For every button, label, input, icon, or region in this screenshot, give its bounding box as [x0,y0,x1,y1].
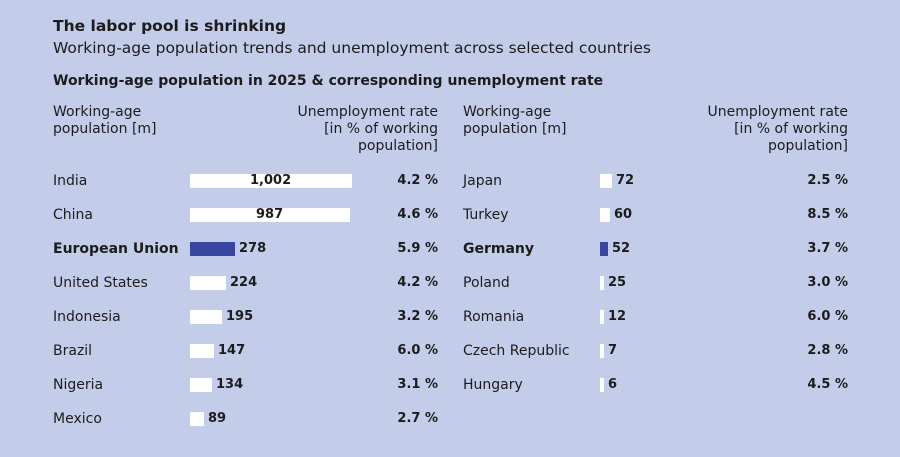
population-value-label: 7 [608,343,618,358]
population-value-label: 147 [218,343,246,358]
population-bar [190,174,352,188]
unemployment-rate-label: 6.0 % [397,343,438,358]
col-header-rate-left: Unemployment rate [in % of working popul… [297,104,439,154]
country-label: Hungary [463,377,523,393]
unemployment-rate-label: 4.5 % [807,377,848,392]
population-value-label: 72 [616,173,635,188]
population-value-label: 134 [216,377,244,392]
population-value-label: 1,002 [250,173,292,188]
unemployment-rate-label: 3.0 % [807,275,848,290]
country-label: Indonesia [53,309,121,325]
unemployment-rate-label: 4.2 % [397,173,438,188]
population-bar [600,276,604,290]
population-value-label: 195 [226,309,254,324]
population-bar [600,242,608,256]
population-bar [600,310,604,324]
unemployment-rate-label: 4.6 % [397,207,438,222]
population-value-label: 987 [256,207,284,222]
population-value-label: 12 [608,309,627,324]
country-label: Brazil [53,343,93,359]
country-label: United States [53,275,148,291]
population-value-label: 6 [608,377,618,392]
unemployment-rate-label: 2.8 % [807,343,848,358]
country-label: Germany [463,241,535,257]
unemployment-rate-label: 3.1 % [397,377,438,392]
population-bar [600,174,612,188]
population-bar [190,412,204,426]
population-value-label: 278 [239,241,267,256]
population-value-label: 52 [612,241,631,256]
section-title: Working-age population in 2025 & corresp… [53,73,604,89]
population-bar [190,276,226,290]
col-header-population-left: Working-age population [m] [53,104,157,137]
unemployment-rate-label: 8.5 % [807,207,848,222]
col-header-population-right: Working-age population [m] [463,104,567,137]
population-value-label: 224 [230,275,258,290]
chart-title: The labor pool is shrinking [53,17,287,35]
population-bar [190,208,350,222]
col-header-rate-right: Unemployment rate [in % of working popul… [707,104,849,154]
country-label: Turkey [463,207,509,223]
country-label: Czech Republic [463,343,570,359]
unemployment-rate-label: 2.7 % [397,411,438,426]
country-label: Mexico [53,411,102,427]
unemployment-rate-label: 4.2 % [397,275,438,290]
chart-subtitle: Working-age population trends and unempl… [53,39,651,57]
country-label: China [53,207,93,223]
unemployment-rate-label: 3.2 % [397,309,438,324]
population-value-label: 60 [614,207,633,222]
population-bar [190,378,212,392]
population-bar [190,242,235,256]
country-label: Poland [463,275,510,291]
unemployment-rate-label: 6.0 % [807,309,848,324]
unemployment-rate-label: 5.9 % [397,241,438,256]
population-bar [190,310,222,324]
population-value-label: 25 [608,275,627,290]
population-bar [600,344,604,358]
unemployment-rate-label: 3.7 % [807,241,848,256]
country-label: European Union [53,241,179,257]
country-label: India [53,173,88,189]
country-label: Romania [463,309,525,325]
unemployment-rate-label: 2.5 % [807,173,848,188]
population-bar [600,378,604,392]
country-label: Japan [463,173,503,189]
country-label: Nigeria [53,377,104,393]
population-bar [190,344,214,358]
population-bar [600,208,610,222]
population-value-label: 89 [208,411,227,426]
